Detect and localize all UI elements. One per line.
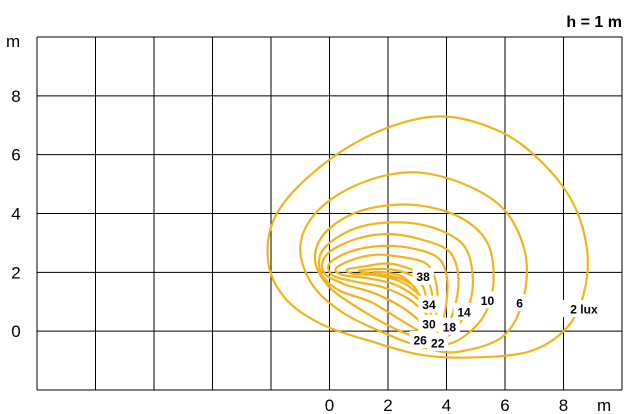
isolux-line-26 — [334, 253, 439, 321]
isolux-line-38 — [372, 270, 416, 289]
contour-label-background — [453, 303, 475, 321]
x-axis-unit: m — [597, 396, 611, 414]
contour-label-background — [427, 333, 449, 351]
y-tick-label: 4 — [11, 205, 20, 224]
contour-label: 6 — [516, 297, 523, 311]
isolux-line-6 — [299, 171, 528, 354]
contour-label: 22 — [431, 336, 445, 350]
contour-label-background — [438, 317, 460, 335]
contour-label: 38 — [416, 270, 430, 284]
x-tick-label: 6 — [500, 396, 509, 414]
x-tick-label: 4 — [442, 396, 451, 414]
contour-label-background — [412, 267, 434, 285]
y-tick-labels: 0 2 4 6 8 — [11, 87, 20, 341]
y-tick-label: 8 — [11, 87, 20, 106]
isolux-line-22 — [327, 244, 449, 327]
contour-label: 26 — [413, 333, 427, 347]
contour-label-background — [476, 291, 498, 309]
grid — [36, 36, 623, 391]
contour-label-background — [418, 314, 440, 332]
contour-label: 18 — [443, 320, 457, 334]
isolux-line-2 — [266, 115, 589, 359]
x-tick-label: 8 — [559, 396, 568, 414]
y-tick-label: 0 — [11, 322, 20, 341]
contour-label: 34 — [422, 298, 436, 312]
isolux-line-10 — [313, 203, 495, 346]
x-tick-labels: 0 2 4 6 8 — [325, 396, 568, 414]
y-tick-label: 6 — [11, 146, 20, 165]
x-tick-label: 2 — [383, 396, 392, 414]
contour-label: 30 — [422, 317, 436, 331]
contour-label-background — [409, 330, 431, 348]
chart-title: h = 1 m — [566, 14, 622, 31]
contour-label-background — [418, 295, 440, 313]
contour-label: 14 — [457, 306, 471, 320]
contour-label-background — [512, 294, 527, 312]
isolux-line-14 — [317, 221, 474, 340]
contour-label-background — [562, 300, 606, 318]
y-axis-unit: m — [6, 32, 20, 51]
x-tick-label: 0 — [325, 396, 334, 414]
isolux-line-18 — [320, 233, 460, 334]
y-tick-label: 2 — [11, 263, 20, 282]
contour-label: 2 lux — [570, 303, 598, 317]
contour-label: 10 — [481, 294, 495, 308]
